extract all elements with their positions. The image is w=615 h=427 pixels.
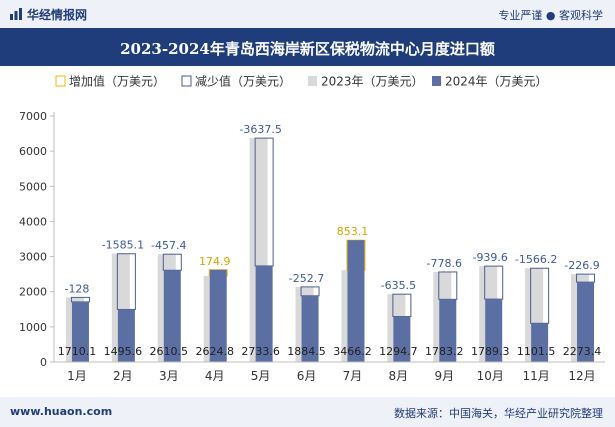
value-label-2024: 1495.6 [104, 345, 143, 358]
change-label: -3637.5 [239, 123, 281, 136]
bar-2024 [255, 265, 273, 362]
value-label-2024: 1101.5 [517, 345, 556, 358]
x-axis: 1月 2月 3月 4月 5月 6月 7月 8月 9月 10月 11月 12月 [54, 361, 605, 383]
y-tick-label: 1000 [19, 321, 47, 334]
bar-2024 [301, 295, 319, 362]
brand-logo-icon [10, 8, 22, 20]
value-label-2024: 3466.2 [333, 345, 372, 358]
x-tick-label: 2月 [113, 369, 133, 383]
tagline: 专业严谨 ● 客观科学 [498, 9, 603, 22]
change-label: 174.9 [199, 255, 231, 268]
legend-label-1: 增加值（万美元） [69, 74, 165, 89]
change-label: 853.1 [337, 225, 369, 238]
y-tick-label: 0 [40, 356, 47, 369]
bar-2024 [485, 299, 503, 362]
change-label: -1566.2 [515, 253, 557, 266]
legend-label-3: 2023年（万美元） [321, 75, 424, 89]
y-tick-label: 2000 [19, 286, 47, 299]
y-tick-label: 3000 [19, 251, 47, 264]
x-tick-label: 5月 [251, 369, 271, 383]
x-tick-label: 12月 [568, 369, 595, 383]
value-label-2024: 2273.4 [563, 345, 602, 358]
value-label-2024: 1783.2 [425, 345, 464, 358]
legend-label-4: 2024年（万美元） [445, 75, 548, 89]
legend-swatch-2 [181, 75, 192, 87]
change-label: -226.9 [564, 259, 599, 272]
legend-swatch-1 [55, 75, 66, 87]
bars: -128 1710.1 -1585.1 1495.6 -457.4 2610.5 174.9… [58, 123, 602, 362]
y-tick-label: 7000 [19, 110, 47, 123]
legend-label-2: 减少值（万美元） [195, 74, 291, 89]
chart-title: 2023-2024年青岛西海岸新区保税物流中心月度进口额 [120, 40, 495, 58]
bar-2024 [117, 309, 135, 362]
bar-2024 [439, 299, 457, 362]
x-tick-label: 6月 [297, 369, 317, 383]
change-label: -457.4 [151, 239, 186, 252]
brand: 华经情报网 [10, 6, 87, 23]
value-label-2024: 1710.1 [58, 345, 97, 358]
data-source: 数据来源：中国海关，华经产业研究院整理 [394, 407, 603, 420]
y-tick-label: 5000 [19, 180, 47, 193]
bar-2024 [163, 270, 181, 362]
x-tick-label: 1月 [67, 369, 87, 383]
top-bar [0, 0, 615, 28]
x-tick-label: 9月 [434, 369, 454, 383]
value-label-2024: 1884.5 [287, 345, 326, 358]
value-label-2024: 1789.3 [471, 345, 510, 358]
title-bar [0, 28, 615, 66]
bar-2024 [531, 323, 549, 362]
value-label-2024: 2733.6 [241, 345, 280, 358]
value-label-2024: 2610.5 [150, 345, 189, 358]
y-tick-label: 6000 [19, 145, 47, 158]
change-label: -252.7 [289, 272, 324, 285]
y-axis: 0 1000 2000 3000 4000 5000 6000 7000 [19, 110, 55, 369]
change-label: -778.6 [427, 257, 462, 270]
value-label-2024: 1294.7 [379, 345, 418, 358]
website-link[interactable]: www.huaon.com [10, 405, 113, 418]
decrease-box [70, 296, 90, 303]
x-tick-label: 11月 [522, 369, 549, 383]
legend: 增加值（万美元） 减少值（万美元） 2023年（万美元） 2024年（万美元） [55, 74, 548, 89]
chart: 增加值（万美元） 减少值（万美元） 2023年（万美元） 2024年（万美元） 0 10… [19, 74, 605, 383]
brand-name: 华经情报网 [27, 8, 88, 22]
legend-swatch-4 [432, 76, 441, 86]
bar-2024 [393, 316, 411, 362]
bar-2024 [347, 240, 365, 362]
change-label: -128 [64, 282, 89, 295]
change-label: -635.5 [381, 279, 416, 292]
x-tick-label: 4月 [205, 369, 225, 383]
change-label: -939.6 [472, 251, 507, 264]
x-tick-label: 10月 [477, 369, 504, 383]
bar-2024 [577, 282, 595, 362]
footer-bar [0, 397, 615, 427]
x-tick-label: 7月 [343, 369, 363, 383]
decrease-box [392, 293, 412, 318]
change-label: -1585.1 [102, 239, 144, 252]
x-tick-label: 8月 [389, 369, 409, 383]
legend-swatch-3 [308, 76, 317, 86]
value-label-2024: 2624.8 [195, 345, 234, 358]
x-tick-label: 3月 [159, 369, 179, 383]
bar-2024 [71, 301, 89, 362]
decrease-box [254, 137, 274, 267]
y-tick-label: 4000 [19, 215, 47, 228]
decrease-box [576, 273, 596, 283]
bar-2024 [209, 269, 227, 362]
